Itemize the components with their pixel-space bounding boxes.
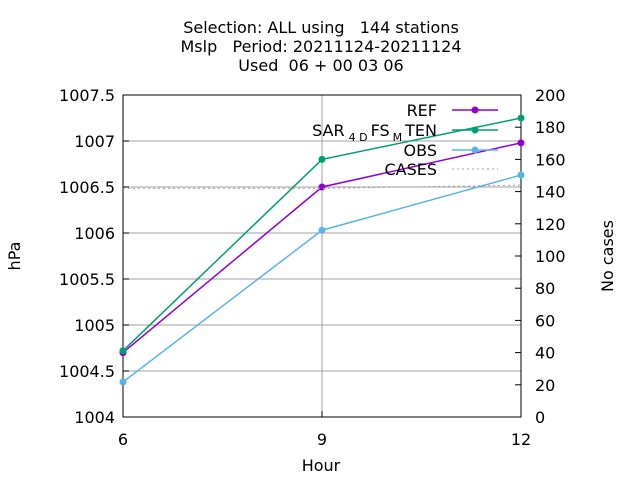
y2-tick-label: 0 xyxy=(535,408,545,427)
title-line-3: Used 06 + 00 03 06 xyxy=(238,56,403,75)
data-point xyxy=(517,171,525,179)
x-axis-label: Hour xyxy=(302,456,341,475)
series-line xyxy=(123,184,522,189)
series-3 xyxy=(123,184,522,189)
y-axis-right: 0 20 40 60 80 100 120 140 160 180 200 xyxy=(515,86,566,427)
y-axis-left: 1004 1004.5 1005 1005.5 1006 1006.5 1007 1007.5 xyxy=(59,86,129,427)
data-point xyxy=(517,139,525,147)
y2-tick-label: 160 xyxy=(535,150,566,169)
legend-entry-2: OBS xyxy=(404,141,498,160)
x-tick-label: 6 xyxy=(118,430,128,449)
data-point xyxy=(119,378,127,386)
legend-marker xyxy=(471,146,479,154)
x-tick-label: 9 xyxy=(317,430,327,449)
series-layer xyxy=(119,114,525,386)
legend-label: REF xyxy=(407,101,437,120)
y2-tick-label: 80 xyxy=(535,279,555,298)
data-point xyxy=(318,226,326,234)
y-tick-label: 1004.5 xyxy=(59,362,115,381)
y-axis-label: hPa xyxy=(5,242,24,271)
legend-label: CASES xyxy=(384,160,437,179)
y2-tick-label: 20 xyxy=(535,376,555,395)
legend-entry-0: REF xyxy=(407,101,498,120)
data-point xyxy=(318,183,326,191)
y-tick-label: 1007 xyxy=(74,132,115,151)
y2-tick-label: 60 xyxy=(535,311,555,330)
legend-marker xyxy=(471,126,479,134)
grid xyxy=(123,95,521,417)
series-2 xyxy=(119,171,525,386)
series-1 xyxy=(119,114,525,355)
y-tick-label: 1005.5 xyxy=(59,270,115,289)
title-line-1: Selection: ALL using 144 stations xyxy=(183,18,459,37)
data-point xyxy=(517,114,525,122)
data-point xyxy=(119,347,127,355)
title-line-2: Mslp Period: 20211124-20211124 xyxy=(180,37,461,56)
legend-label: SAR 4 D FS M TEN xyxy=(312,121,437,144)
y2-tick-label: 200 xyxy=(535,86,566,105)
legend-marker xyxy=(471,106,479,114)
y2-tick-label: 140 xyxy=(535,183,566,202)
data-point xyxy=(318,155,326,163)
y-tick-label: 1007.5 xyxy=(59,86,115,105)
y-tick-label: 1005 xyxy=(74,316,115,335)
y-tick-label: 1006 xyxy=(74,224,115,243)
chart-title: Selection: ALL using 144 stations Mslp P… xyxy=(180,18,461,75)
legend-label: OBS xyxy=(404,141,437,160)
y-tick-label: 1004 xyxy=(74,408,115,427)
x-axis: 6 9 12 xyxy=(118,411,531,449)
x-tick-label: 12 xyxy=(511,430,531,449)
y2-tick-label: 40 xyxy=(535,344,555,363)
y2-tick-label: 180 xyxy=(535,118,566,137)
y2-tick-label: 120 xyxy=(535,215,566,234)
y2-axis-label: No cases xyxy=(598,220,617,292)
y2-tick-label: 100 xyxy=(535,247,566,266)
legend-entry-3: CASES xyxy=(384,160,498,179)
y-tick-label: 1006.5 xyxy=(59,178,115,197)
legend-entry-1: SAR 4 D FS M TEN xyxy=(312,121,498,144)
